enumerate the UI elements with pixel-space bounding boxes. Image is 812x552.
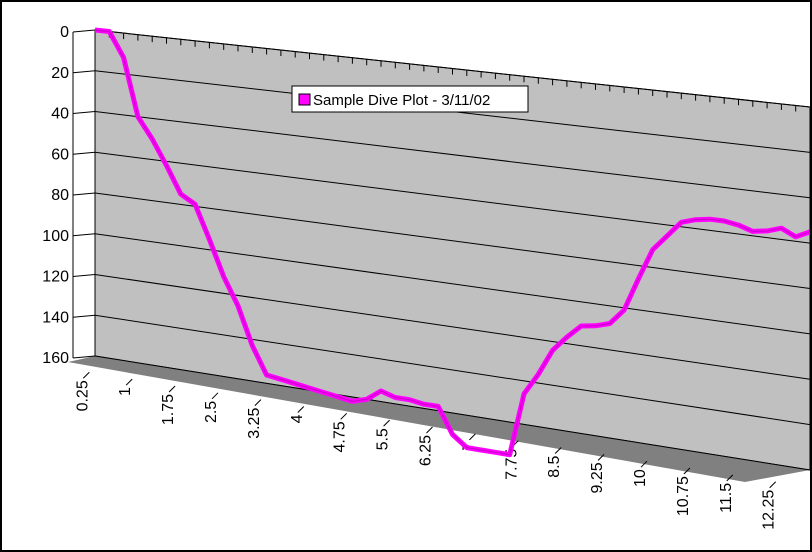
y-tick-label: 100: [42, 228, 69, 245]
y-tick-label: 60: [51, 146, 69, 163]
x-tick-label: 1: [117, 387, 134, 396]
gridline: [94, 111, 810, 199]
y-tick-label: 80: [51, 187, 69, 204]
gridline: [94, 192, 810, 289]
y-tick-mark: [72, 355, 96, 359]
y-tick-label: 0: [60, 24, 69, 41]
x-tick-mark: [554, 447, 562, 454]
series-line: [94, 27, 810, 458]
x-tick-label: 10.75: [675, 476, 692, 516]
x-tick-mark: [82, 371, 90, 379]
x-tick-label: 9.25: [589, 462, 606, 493]
x-tick-label: 5.5: [375, 428, 392, 450]
x-tick-mark: [211, 392, 219, 400]
gridline: [94, 355, 810, 471]
x-tick-mark: [383, 419, 390, 427]
x-tick-label: 10: [632, 469, 649, 487]
x-tick-label: 0.25: [74, 380, 91, 411]
x-tick-marks: [94, 30, 810, 113]
legend-swatch: [298, 93, 311, 106]
y-tick-mark: [72, 233, 96, 237]
x-tick-label: 4.75: [332, 421, 349, 452]
x-tick-label: 2.5: [203, 401, 220, 423]
x-tick-label: 3.25: [246, 408, 263, 439]
x-tick-mark: [769, 481, 777, 489]
legend: Sample Dive Plot - 3/11/02: [291, 85, 529, 113]
x-tick-mark: [168, 385, 176, 393]
x-tick-mark: [426, 426, 433, 434]
x-tick-label: 6.25: [418, 435, 435, 466]
y-tick-label: 160: [42, 350, 69, 367]
gridline: [94, 314, 810, 426]
x-tick-label: 11.5: [718, 483, 735, 513]
y-tick-label: 20: [51, 65, 69, 82]
gridline: [94, 274, 810, 380]
y-tick-mark: [72, 192, 96, 196]
x-tick-label: 8.5: [546, 455, 563, 477]
y-axis-labels: 0 20 40 60 80 100 120 140 160: [42, 24, 69, 367]
y-tick-label: 140: [42, 309, 69, 326]
y-tick-mark: [72, 111, 96, 114]
y-tick-label: 40: [51, 106, 69, 123]
x-tick-mark: [297, 406, 305, 413]
x-tick-label: 12.25: [761, 490, 778, 530]
x-tick-mark: [683, 467, 691, 475]
x-tick-mark: [469, 433, 476, 441]
y-tick-mark: [72, 29, 96, 33]
x-tick-mark: [640, 460, 648, 468]
y-tick-mark: [72, 70, 96, 74]
y-tick-label: 120: [42, 269, 69, 286]
chart-floor: [68, 356, 810, 482]
x-tick-mark: [254, 399, 262, 406]
legend-entry: Sample Dive Plot - 3/11/02: [313, 92, 490, 109]
gridline: [94, 151, 810, 244]
x-tick-mark: [340, 412, 348, 420]
legend-box: [291, 85, 529, 113]
x-tick-mark: [726, 474, 734, 482]
x-tick-mark: [125, 378, 133, 386]
y-tick-mark: [72, 314, 96, 318]
x-tick-label: 4: [289, 414, 306, 423]
x-tick-label: 1.75: [160, 394, 177, 425]
x-tick-mark: [597, 454, 605, 461]
y-tick-mark: [72, 151, 96, 155]
y-tick-mark: [72, 274, 96, 277]
